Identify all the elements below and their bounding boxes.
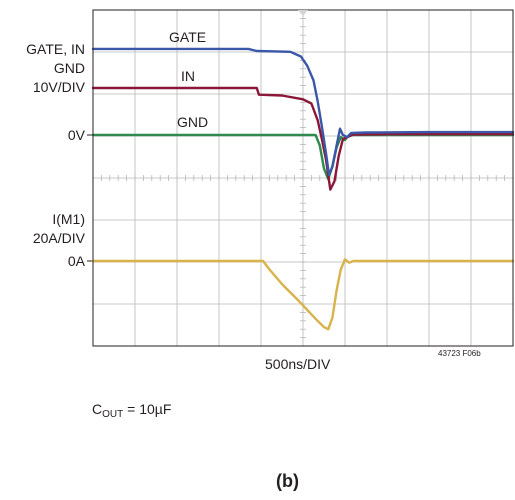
time-per-div-label: 500ns/DIV (265, 356, 331, 372)
figure-code: 43723 F06b (438, 349, 481, 358)
output-capacitance-caption: COUT = 10µF (92, 401, 172, 420)
trigger-marker (298, 10, 308, 16)
figure-label: (b) (276, 471, 299, 491)
current-per-div-label: 20A/DIV (32, 230, 85, 246)
traces (91, 47, 515, 331)
current-channel-label: I(M1) (52, 211, 85, 227)
gate-trace-label: GATE (169, 29, 207, 45)
zero-amp-label: 0A (67, 253, 85, 269)
gate-in-scale-label: GATE, IN (26, 41, 85, 57)
in-trace-label: IN (181, 68, 195, 84)
zero-volt-label: 0V (67, 127, 85, 143)
current-trace (91, 258, 515, 331)
voltage-per-div-label: 10V/DIV (32, 79, 85, 95)
center-axis-ticks (87, 17, 506, 339)
gate-trace (91, 47, 515, 177)
gnd-trace-label: GND (177, 114, 209, 130)
gnd-scale-label: GND (53, 60, 85, 76)
